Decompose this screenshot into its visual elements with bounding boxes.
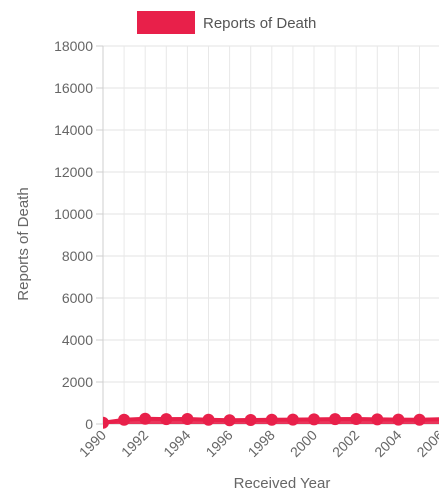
y-tick-label: 6000	[62, 290, 93, 306]
y-tick-label: 16000	[54, 80, 93, 96]
x-tick-label: 2000	[287, 427, 320, 460]
data-point[interactable]	[371, 413, 384, 426]
y-tick-label: 18000	[54, 38, 93, 54]
data-point[interactable]	[329, 413, 342, 426]
data-point[interactable]	[223, 414, 236, 427]
x-tick-label: 1992	[118, 427, 151, 460]
data-point[interactable]	[392, 413, 405, 426]
data-point[interactable]	[118, 413, 131, 426]
legend-swatch	[137, 11, 195, 34]
y-tick-label: 14000	[54, 122, 93, 138]
data-point[interactable]	[350, 412, 363, 425]
x-tick-label: 1994	[160, 427, 193, 460]
x-tick-label: 1998	[245, 427, 278, 460]
x-tick-label: 2006	[413, 427, 439, 460]
y-tick-label: 0	[85, 416, 93, 432]
legend[interactable]: Reports of Death	[137, 11, 316, 34]
data-point[interactable]	[181, 412, 194, 425]
y-tick-label: 8000	[62, 248, 93, 264]
y-tick-label: 2000	[62, 374, 93, 390]
x-axis-title: Received Year	[234, 475, 331, 492]
series-layer	[97, 412, 439, 429]
data-point[interactable]	[139, 412, 152, 425]
data-point[interactable]	[97, 416, 109, 429]
axes: 0 2000 4000 6000 8000 10000 12000 14000 16000 180…	[54, 38, 439, 460]
y-tick-label: 4000	[62, 332, 93, 348]
data-point[interactable]	[413, 413, 426, 426]
y-tick-label: 12000	[54, 164, 93, 180]
data-point[interactable]	[286, 413, 299, 426]
data-point[interactable]	[265, 413, 278, 426]
x-tick-label: 2002	[329, 427, 362, 460]
grid	[102, 45, 439, 425]
series-line	[103, 416, 439, 425]
data-point[interactable]	[308, 413, 320, 426]
data-point[interactable]	[244, 414, 257, 427]
x-tick-label: 1996	[202, 427, 235, 460]
data-point[interactable]	[160, 413, 173, 426]
x-tick-label: 1990	[76, 427, 109, 460]
y-axis-title: Reports of Death	[15, 187, 32, 300]
y-tick-label: 10000	[54, 206, 93, 222]
x-tick-label: 2004	[371, 427, 404, 460]
data-point[interactable]	[202, 413, 215, 426]
series-area	[103, 418, 439, 424]
legend-label: Reports of Death	[203, 15, 316, 32]
